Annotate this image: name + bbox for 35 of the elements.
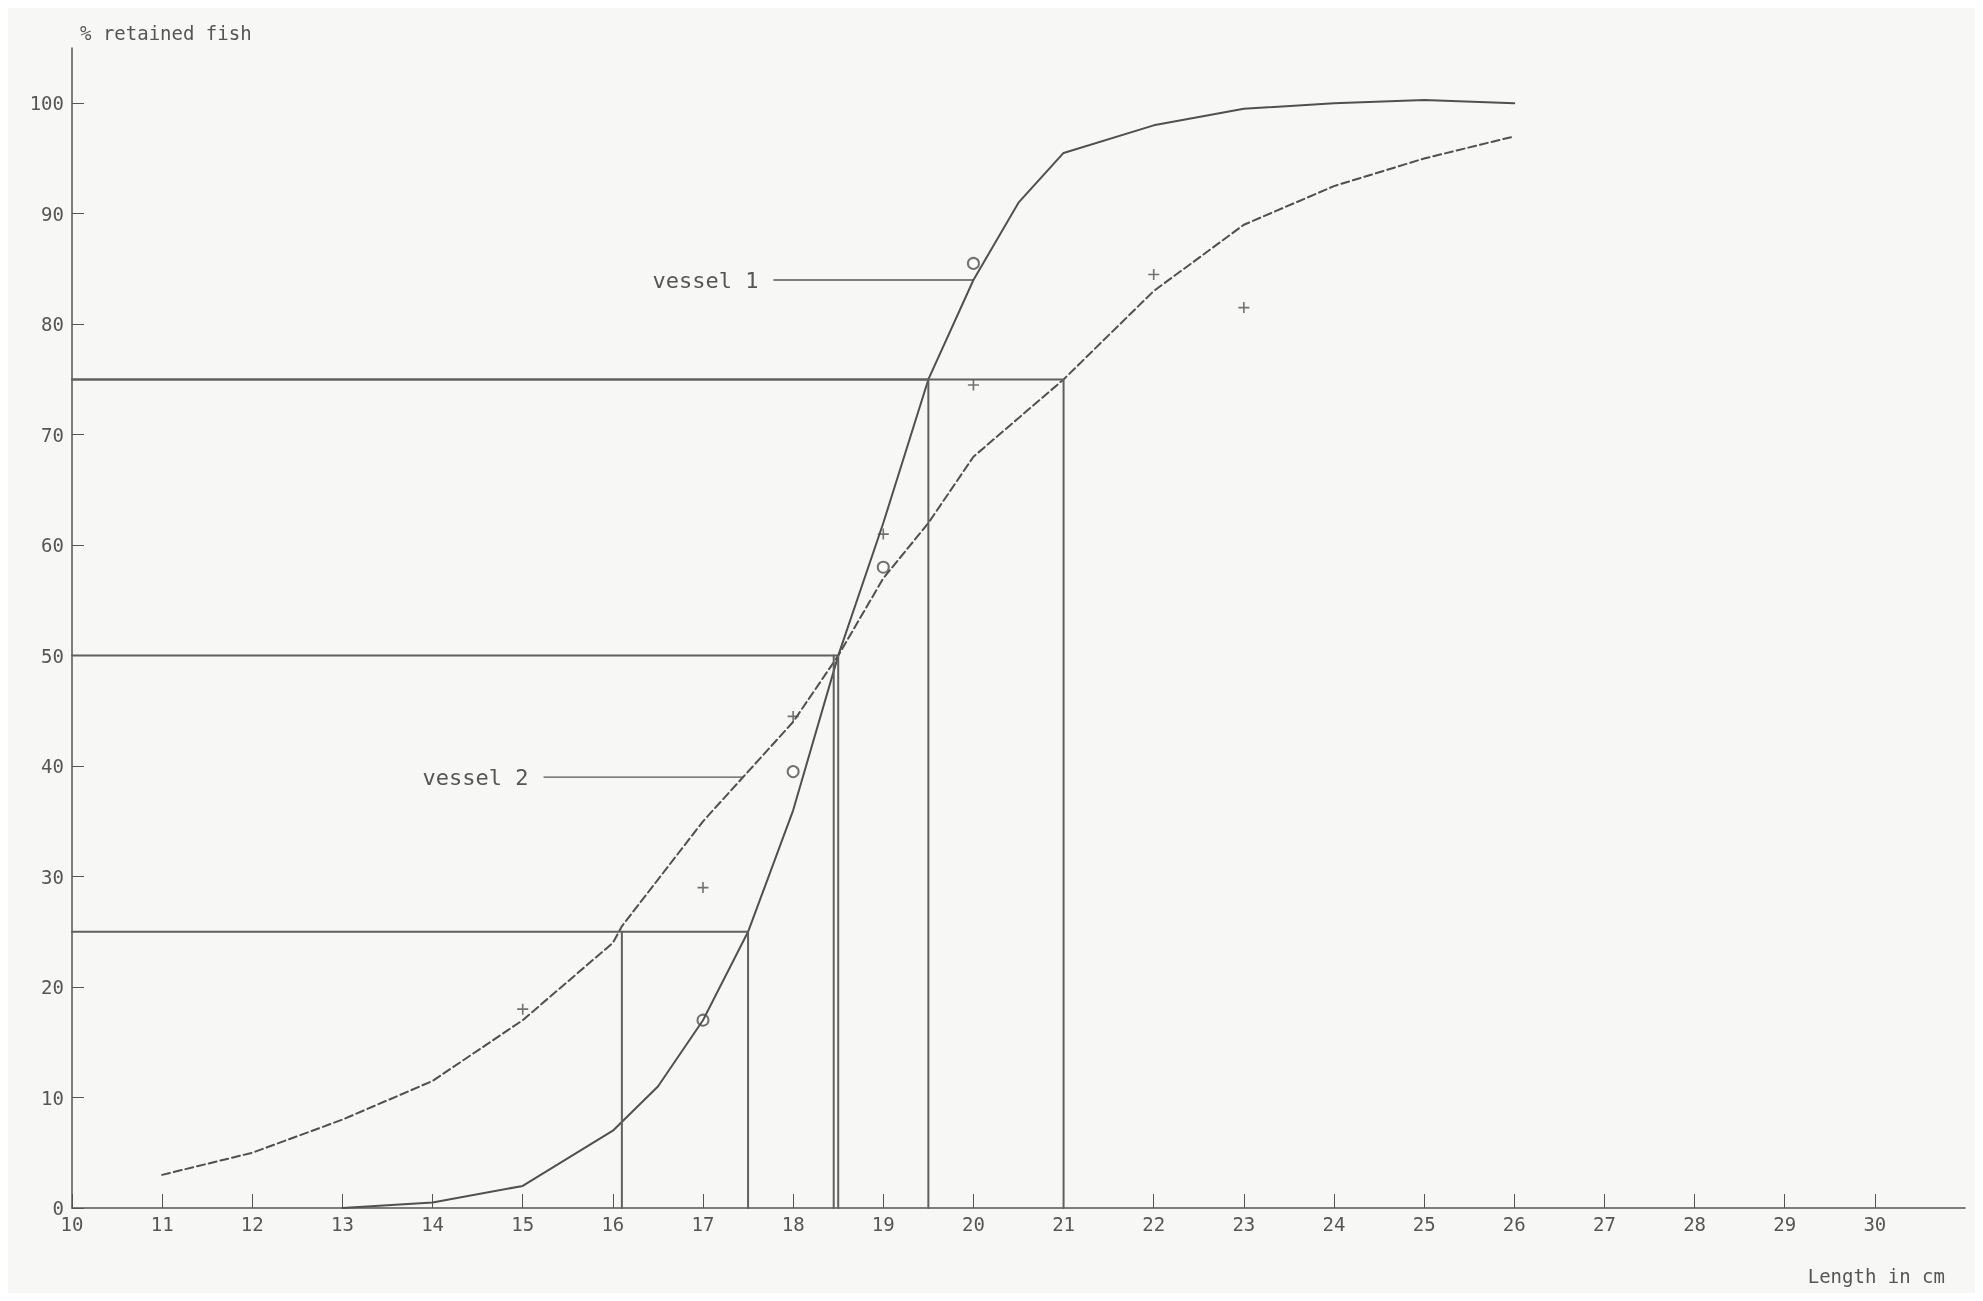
annotation: vessel 2 — [422, 764, 529, 790]
x-tick-label: 19 — [871, 1212, 895, 1235]
y-tick-label: 100 — [29, 92, 64, 115]
x-tick-label: 14 — [421, 1212, 445, 1235]
x-tick-label: 23 — [1232, 1212, 1256, 1235]
x-tick-label: 18 — [781, 1212, 805, 1235]
x-tick-label: 29 — [1773, 1212, 1797, 1235]
x-tick-label: 12 — [240, 1212, 264, 1235]
x-tick-label: 27 — [1592, 1212, 1616, 1235]
x-tick-label: 17 — [691, 1212, 715, 1235]
y-axis-title: % retained fish — [80, 21, 252, 44]
y-tick-label: 20 — [41, 976, 64, 999]
x-tick-label: 26 — [1502, 1212, 1526, 1235]
x-tick-label: 20 — [961, 1212, 985, 1235]
y-tick-label: 80 — [41, 313, 64, 336]
y-tick-label: 70 — [41, 423, 64, 446]
x-tick-label: 16 — [601, 1212, 625, 1235]
y-tick-label: 10 — [41, 1086, 64, 1109]
x-tick-label: 24 — [1322, 1212, 1346, 1235]
y-tick-label: 60 — [41, 534, 64, 557]
x-axis-title: Length in cm — [1807, 1264, 1946, 1287]
y-tick-label: 50 — [41, 644, 64, 667]
x-tick-label: 30 — [1863, 1212, 1887, 1235]
x-tick-label: 11 — [150, 1212, 174, 1235]
x-tick-label: 15 — [511, 1212, 535, 1235]
x-tick-label: 28 — [1683, 1212, 1707, 1235]
x-tick-label: 25 — [1412, 1212, 1436, 1235]
y-tick-label: 40 — [41, 755, 64, 778]
y-tick-label: 30 — [41, 865, 64, 888]
x-tick-label: 21 — [1052, 1212, 1076, 1235]
x-tick-label: 22 — [1142, 1212, 1166, 1235]
y-tick-label: 90 — [41, 202, 64, 225]
annotation: vessel 1 — [652, 267, 759, 293]
x-tick-label: 13 — [330, 1212, 354, 1235]
y-tick-label: 0 — [52, 1197, 64, 1219]
